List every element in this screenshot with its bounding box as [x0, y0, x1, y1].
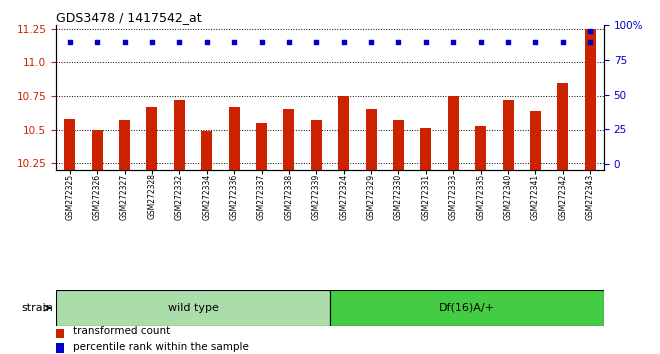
- Bar: [56, 290, 330, 326]
- Point: [229, 39, 240, 45]
- Bar: [330, 290, 604, 326]
- Point: [475, 39, 486, 45]
- Bar: [56, 329, 63, 338]
- Text: GSM272337: GSM272337: [257, 173, 266, 220]
- Bar: [147, 107, 158, 170]
- Text: GSM272340: GSM272340: [504, 173, 513, 220]
- Bar: [119, 120, 130, 170]
- Bar: [475, 126, 486, 170]
- Point: [585, 39, 595, 45]
- Bar: [447, 96, 459, 170]
- Bar: [283, 109, 294, 170]
- Bar: [201, 131, 213, 170]
- Text: GSM272338: GSM272338: [284, 173, 294, 219]
- Bar: [92, 130, 103, 170]
- Text: GSM272333: GSM272333: [449, 173, 458, 220]
- Point: [201, 39, 212, 45]
- Text: GSM272327: GSM272327: [120, 173, 129, 219]
- Point: [393, 39, 404, 45]
- Bar: [311, 120, 322, 170]
- Point: [339, 39, 349, 45]
- Text: GSM272331: GSM272331: [421, 173, 430, 219]
- Bar: [585, 29, 596, 170]
- Text: GSM272336: GSM272336: [230, 173, 239, 220]
- Text: GSM272330: GSM272330: [394, 173, 403, 220]
- Point: [256, 39, 267, 45]
- Point: [448, 39, 459, 45]
- Text: percentile rank within the sample: percentile rank within the sample: [73, 342, 248, 352]
- Text: GSM272326: GSM272326: [92, 173, 102, 219]
- Point: [119, 39, 130, 45]
- Bar: [366, 109, 377, 170]
- Bar: [338, 96, 349, 170]
- Point: [92, 39, 102, 45]
- Point: [311, 39, 321, 45]
- Text: Df(16)A/+: Df(16)A/+: [439, 303, 495, 313]
- Bar: [174, 100, 185, 170]
- Bar: [393, 120, 404, 170]
- Point: [530, 39, 541, 45]
- Point: [174, 39, 185, 45]
- Bar: [256, 123, 267, 170]
- Point: [585, 29, 595, 34]
- Point: [147, 39, 157, 45]
- Text: GSM272324: GSM272324: [339, 173, 348, 219]
- Point: [284, 39, 294, 45]
- Text: GDS3478 / 1417542_at: GDS3478 / 1417542_at: [56, 11, 202, 24]
- Text: GSM272334: GSM272334: [202, 173, 211, 220]
- Bar: [502, 100, 513, 170]
- Point: [65, 39, 75, 45]
- Text: wild type: wild type: [168, 303, 218, 313]
- Point: [503, 39, 513, 45]
- Text: GSM272325: GSM272325: [65, 173, 75, 219]
- Text: GSM272328: GSM272328: [147, 173, 156, 219]
- Text: GSM272329: GSM272329: [366, 173, 376, 219]
- Bar: [228, 107, 240, 170]
- Point: [558, 39, 568, 45]
- Point: [366, 39, 376, 45]
- Text: GSM272339: GSM272339: [312, 173, 321, 220]
- Bar: [530, 111, 541, 170]
- Text: transformed count: transformed count: [73, 326, 170, 336]
- Text: strain: strain: [21, 303, 53, 313]
- Bar: [64, 119, 75, 170]
- Bar: [557, 82, 568, 170]
- Text: GSM272342: GSM272342: [558, 173, 568, 219]
- Bar: [420, 128, 432, 170]
- Bar: [56, 343, 63, 353]
- Text: GSM272341: GSM272341: [531, 173, 540, 219]
- Text: GSM272335: GSM272335: [476, 173, 485, 220]
- Text: GSM272343: GSM272343: [585, 173, 595, 220]
- Point: [420, 39, 431, 45]
- Text: GSM272332: GSM272332: [175, 173, 184, 219]
